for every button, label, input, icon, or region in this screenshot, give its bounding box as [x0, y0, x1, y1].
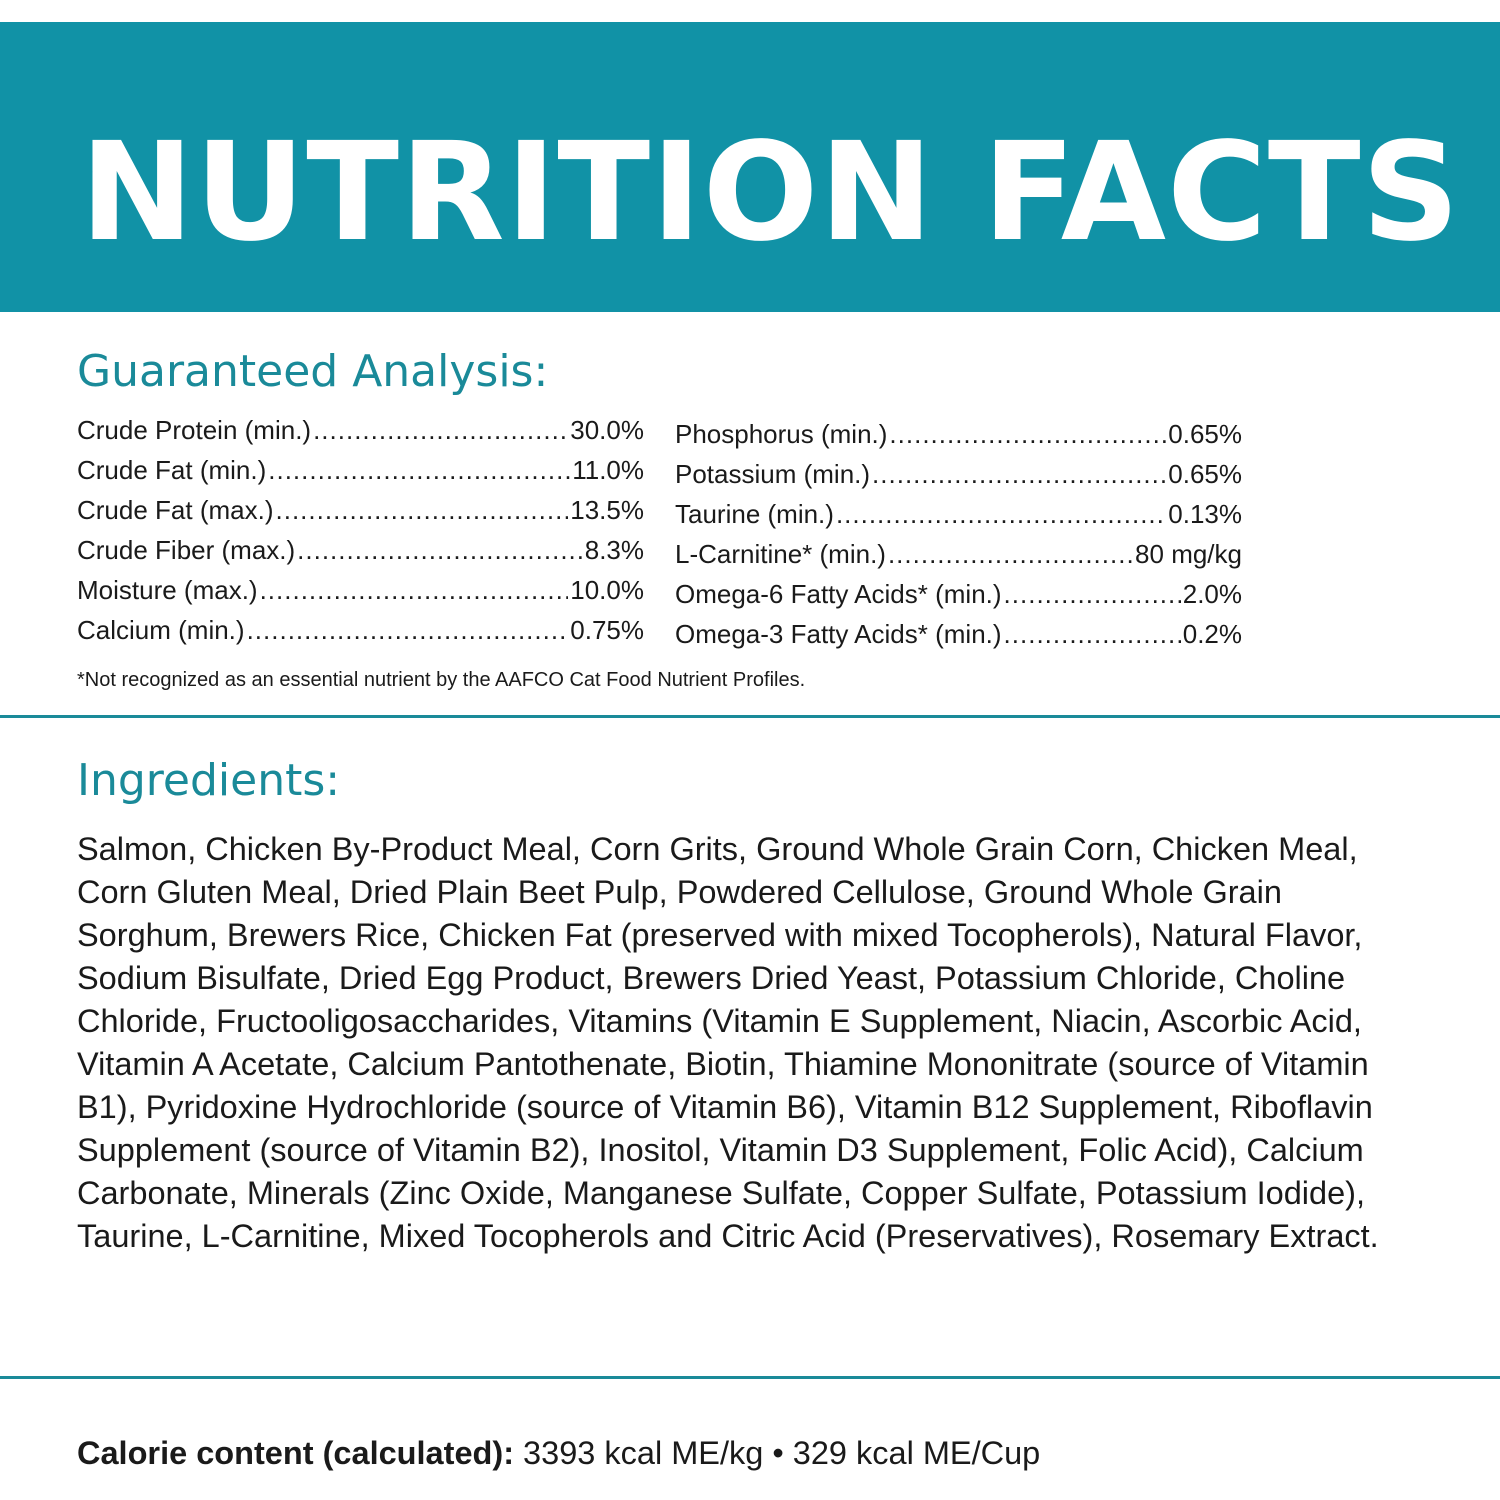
analysis-value: 0.75%	[570, 615, 644, 645]
analysis-row: Omega-6 Fatty Acids* (min.) 2.0%	[675, 574, 1242, 614]
dot-leader	[888, 534, 1133, 574]
analysis-row: Crude Fat (max.) 13.5%	[77, 490, 644, 530]
analysis-row: Omega-3 Fatty Acids* (min.) 0.2%	[675, 614, 1242, 654]
dot-leader	[247, 610, 569, 650]
analysis-value: 0.65%	[1168, 459, 1242, 489]
analysis-name: Omega-3 Fatty Acids* (min.)	[675, 619, 1002, 649]
analysis-value: 11.0%	[572, 455, 644, 485]
section-divider	[0, 715, 1500, 718]
analysis-name: Moisture (max.)	[77, 575, 258, 605]
analysis-value: 0.2%	[1182, 619, 1242, 649]
ingredients-text: Salmon, Chicken By-Product Meal, Corn Gr…	[77, 831, 1379, 1254]
analysis-name: L-Carnitine* (min.)	[675, 539, 886, 569]
guaranteed-analysis-left-column: Crude Protein (min.) 30.0% Crude Fat (mi…	[77, 410, 644, 650]
analysis-value: 30.0%	[570, 415, 644, 445]
dot-leader	[889, 414, 1166, 454]
analysis-name: Crude Fat (min.)	[77, 455, 267, 485]
aafco-footnote: *Not recognized as an essential nutrient…	[77, 669, 806, 691]
analysis-name: Calcium (min.)	[77, 615, 245, 645]
analysis-row: Taurine (min.) 0.13%	[675, 494, 1242, 534]
dot-leader	[297, 530, 583, 570]
analysis-name: Potassium (min.)	[675, 459, 871, 489]
dot-leader	[872, 454, 1166, 494]
analysis-value: 0.13%	[1168, 499, 1242, 529]
dot-leader	[1004, 574, 1181, 614]
ingredients-heading: Ingredients:	[77, 755, 341, 806]
analysis-name: Crude Fiber (max.)	[77, 535, 296, 565]
page-title: NUTRITION FACTS	[80, 114, 1461, 272]
analysis-row: Potassium (min.) 0.65%	[675, 454, 1242, 494]
analysis-value: 80 mg/kg	[1135, 539, 1242, 569]
dot-leader	[268, 450, 570, 490]
header-banner: NUTRITION FACTS	[0, 22, 1500, 312]
analysis-row: Moisture (max.) 10.0%	[77, 570, 644, 610]
guaranteed-analysis-heading: Guaranteed Analysis:	[77, 346, 549, 397]
calorie-label: Calorie content (calculated):	[77, 1435, 515, 1471]
dot-leader	[1004, 614, 1181, 654]
section-divider	[0, 1376, 1500, 1379]
analysis-name: Omega-6 Fatty Acids* (min.)	[675, 579, 1002, 609]
analysis-name: Taurine (min.)	[675, 499, 834, 529]
dot-leader	[313, 410, 568, 450]
analysis-name: Crude Protein (min.)	[77, 415, 312, 445]
calorie-content: Calorie content (calculated): 3393 kcal …	[77, 1430, 1040, 1476]
analysis-value: 8.3%	[584, 535, 644, 565]
analysis-row: Crude Protein (min.) 30.0%	[77, 410, 644, 450]
analysis-value: 2.0%	[1182, 579, 1242, 609]
calorie-value: 3393 kcal ME/kg • 329 kcal ME/Cup	[514, 1435, 1041, 1471]
analysis-name: Crude Fat (max.)	[77, 495, 274, 525]
analysis-name: Phosphorus (min.)	[675, 419, 888, 449]
dot-leader	[260, 570, 569, 610]
guaranteed-analysis-right-column: Phosphorus (min.) 0.65% Potassium (min.)…	[675, 414, 1242, 654]
dot-leader	[836, 494, 1166, 534]
dot-leader	[276, 490, 569, 530]
analysis-value: 0.65%	[1168, 419, 1242, 449]
analysis-row: Calcium (min.) 0.75%	[77, 610, 644, 650]
analysis-row: Crude Fiber (max.) 8.3%	[77, 530, 644, 570]
analysis-value: 13.5%	[570, 495, 644, 525]
analysis-row: L-Carnitine* (min.) 80 mg/kg	[675, 534, 1242, 574]
analysis-row: Crude Fat (min.) 11.0%	[77, 450, 644, 490]
analysis-row: Phosphorus (min.) 0.65%	[675, 414, 1242, 454]
analysis-value: 10.0%	[570, 575, 644, 605]
